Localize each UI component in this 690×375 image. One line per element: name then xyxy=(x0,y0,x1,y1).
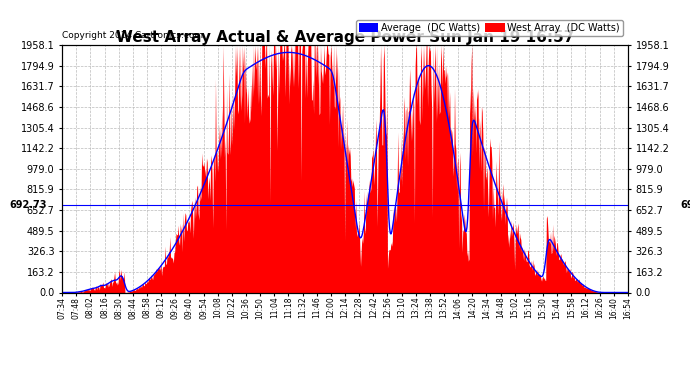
Title: West Array Actual & Average Power Sun Jan 19 16:57: West Array Actual & Average Power Sun Ja… xyxy=(116,30,574,45)
Text: Copyright 2014 Cartronics.com: Copyright 2014 Cartronics.com xyxy=(62,32,204,40)
Text: 692.73: 692.73 xyxy=(680,200,690,210)
Legend: Average  (DC Watts), West Array  (DC Watts): Average (DC Watts), West Array (DC Watts… xyxy=(356,20,623,36)
Text: 692.73: 692.73 xyxy=(10,200,47,210)
